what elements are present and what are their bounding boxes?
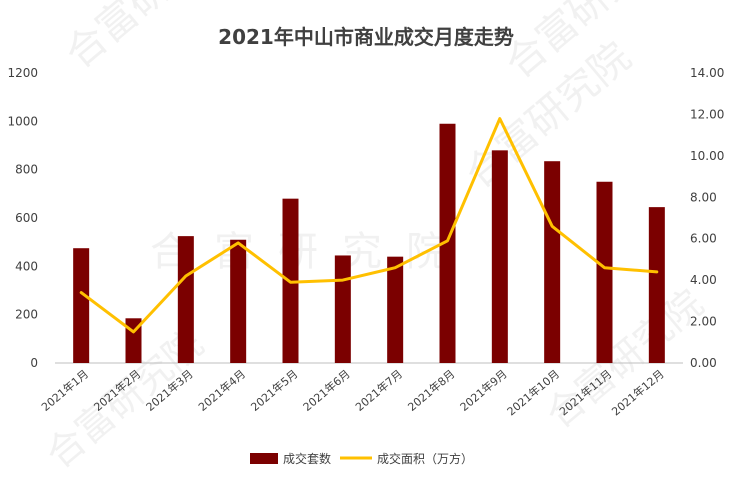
chart-title: 2021年中山市商业成交月度走势 [218,25,514,49]
y-right-tick-label: 8.00 [690,190,717,204]
y-right-tick-label: 12.00 [690,107,724,121]
y-left-tick-label: 400 [15,259,38,273]
y-left-tick-label: 0 [30,356,38,370]
y-right-tick-label: 10.00 [690,149,724,163]
bar [334,255,351,363]
bar-series [73,123,665,363]
x-tick-label: 2021年8月 [405,367,458,414]
y-right-tick-label: 14.00 [690,66,724,80]
x-tick-label: 2021年4月 [195,367,248,414]
bar [387,256,404,363]
bar [544,161,561,363]
x-tick-label: 2021年9月 [457,367,510,414]
bar [230,239,247,363]
bar [73,248,90,363]
x-tick-label: 2021年7月 [352,367,405,414]
legend-swatch-bar [250,453,278,464]
line-path [79,117,659,334]
y-left-tick-label: 1000 [7,114,38,128]
y-left-tick-label: 600 [15,211,38,225]
x-tick-label: 2021年5月 [248,367,301,414]
line-series [79,117,659,334]
watermark-text: 合富研究院 [57,0,240,78]
bar [491,150,508,363]
bar [596,181,613,363]
bar [439,123,456,363]
y-right-tick-label: 4.00 [690,273,717,287]
legend: 成交套数 成交面积（万方） [250,451,473,466]
legend-label-line: 成交面积（万方） [377,451,473,466]
y-right-tick-label: 6.00 [690,232,717,246]
y-left-tick-label: 200 [15,308,38,322]
bar [648,207,665,363]
y-right-tick-label: 2.00 [690,315,717,329]
legend-label-bar: 成交套数 [283,451,331,466]
y-left-tick-label: 800 [15,163,38,177]
y-left-tick-label: 1200 [7,66,38,80]
y-right-tick-label: 0.00 [690,356,717,370]
bar [177,236,194,363]
x-tick-label: 2021年6月 [300,367,353,414]
